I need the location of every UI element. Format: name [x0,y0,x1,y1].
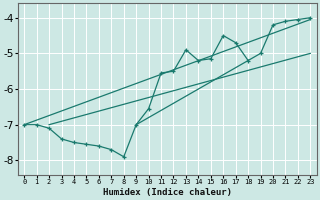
X-axis label: Humidex (Indice chaleur): Humidex (Indice chaleur) [103,188,232,197]
